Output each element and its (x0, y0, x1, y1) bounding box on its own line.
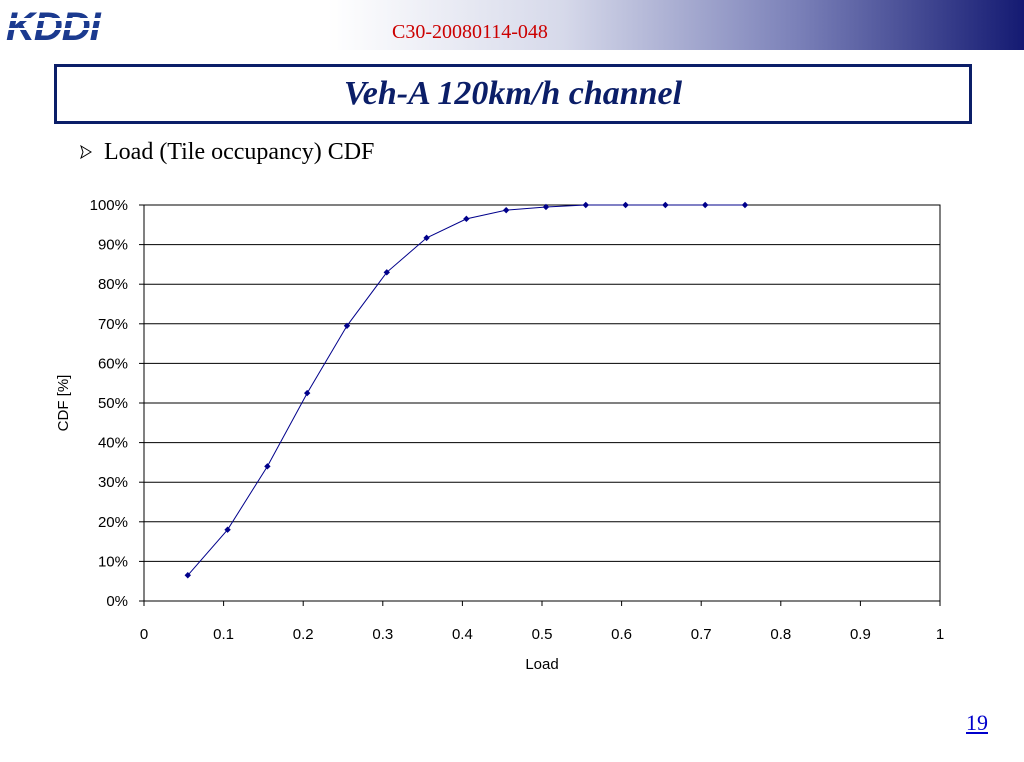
data-point (662, 201, 669, 209)
arrow-bullet-icon (80, 144, 92, 160)
header-bar (0, 0, 1024, 50)
y-tick-label: 0% (106, 593, 128, 610)
y-tick-label: 50% (98, 395, 128, 412)
data-point (383, 269, 390, 276)
y-tick-label: 60% (98, 355, 128, 372)
y-tick-label: 20% (98, 514, 128, 531)
y-tick-label: 30% (98, 474, 128, 491)
svg-text:KDDI: KDDI (6, 5, 102, 46)
page-number[interactable]: 19 (966, 710, 988, 735)
x-tick-label: 0.2 (293, 626, 314, 643)
slide-title: Veh-A 120km/h channel (343, 75, 683, 112)
data-point (423, 234, 430, 242)
x-tick-label: 0.5 (532, 626, 553, 643)
data-point (502, 206, 510, 214)
title-box: Veh-A 120km/h channel (54, 64, 972, 124)
y-tick-label: 70% (98, 316, 128, 333)
document-id: C30-20080114-048 (392, 21, 548, 43)
y-axis-label: CDF [%] (55, 375, 72, 432)
x-tick-label: 0.3 (372, 626, 393, 643)
x-tick-label: 0 (140, 626, 148, 643)
y-tick-label: 80% (98, 276, 128, 293)
x-tick-label: 0.8 (770, 626, 791, 643)
kddi-logo: KDDI (4, 5, 122, 46)
x-tick-label: 0.7 (691, 626, 712, 643)
data-point (224, 526, 231, 533)
x-tick-label: 1 (936, 626, 944, 643)
cdf-chart: 0 0.1 0.2 0.3 0.4 0.5 0.6 0.7 0.8 0.9 1 0% 10% 20% 30… (55, 197, 944, 673)
data-point (542, 203, 550, 211)
data-point (701, 201, 709, 209)
data-point (303, 389, 311, 397)
x-axis-label: Load (525, 656, 558, 673)
y-tick-label: 90% (98, 237, 128, 254)
bullet-item: Load (Tile occupancy) CDF (78, 136, 374, 168)
x-tick-label: 0.1 (213, 626, 234, 643)
x-tick-label: 0.6 (611, 626, 632, 643)
data-point (622, 201, 629, 209)
data-point (463, 215, 470, 223)
y-tick-label: 10% (98, 553, 128, 570)
data-point (184, 572, 191, 579)
data-point (264, 463, 271, 470)
x-tick-label: 0.9 (850, 626, 871, 643)
x-tick-label: 0.4 (452, 626, 473, 643)
y-tick-label: 40% (98, 435, 128, 452)
y-tick-label: 100% (90, 197, 128, 214)
bullet-text: Load (Tile occupancy) CDF (104, 138, 375, 165)
